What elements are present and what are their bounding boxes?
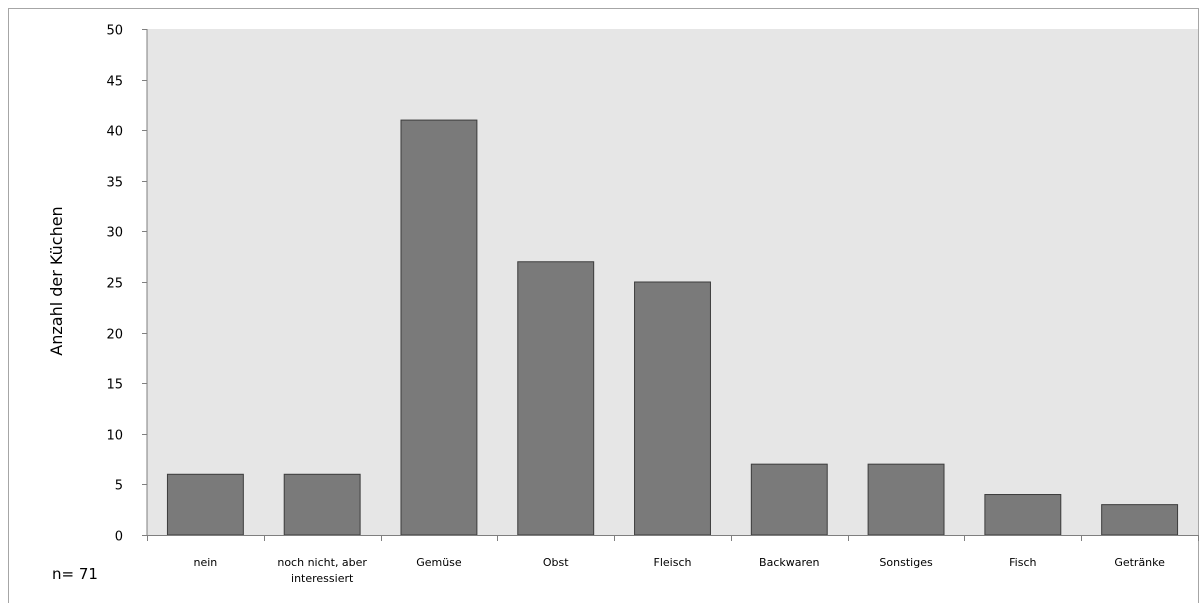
bar-5: [634, 281, 711, 536]
bar-9: [1101, 504, 1179, 536]
x-tick-label: Getränke: [1114, 556, 1165, 569]
y-tick-label: 30: [106, 226, 123, 241]
y-tick-label: 10: [106, 429, 123, 444]
bar-1: [166, 473, 244, 536]
y-tick-label: 25: [106, 277, 123, 292]
y-tick-label: 0: [115, 530, 123, 545]
bar-8: [984, 494, 1062, 536]
y-tick-label: 15: [106, 378, 123, 393]
y-tick-label: 35: [106, 176, 123, 191]
y-tick-label: 20: [106, 328, 123, 343]
bar-3: [400, 119, 478, 536]
y-tick-label: 50: [106, 24, 123, 39]
bar-2: [283, 473, 361, 536]
bars-group: [166, 119, 1179, 536]
x-tick-label: Obst: [543, 556, 569, 569]
y-tick-label: 40: [106, 125, 123, 140]
bar-4: [517, 261, 595, 536]
bar-7: [867, 463, 945, 536]
x-tick-label: Fisch: [1009, 556, 1036, 569]
x-tick-label: Fleisch: [654, 556, 692, 569]
bar-6: [750, 463, 828, 536]
x-tick-label: nein: [193, 556, 217, 569]
axes-group: [142, 29, 1199, 541]
x-tick-label: Backwaren: [759, 556, 819, 569]
y-tick-label: 45: [106, 75, 123, 90]
y-axis-title: Anzahl der Küchen: [47, 206, 66, 355]
x-tick-label: noch nicht, aber interessiert: [277, 556, 367, 585]
x-tick-label: Gemüse: [416, 556, 462, 569]
x-tick-labels: nein noch nicht, aber interessiert Gemüse Ob…: [193, 556, 1165, 585]
x-tick-label: Sonstiges: [879, 556, 933, 569]
y-tick-labels: 0 5 10 15 20 25 30 35 40 45 50: [106, 24, 123, 545]
sample-size-note: n= 71: [52, 565, 98, 583]
y-tick-label: 5: [115, 479, 123, 494]
